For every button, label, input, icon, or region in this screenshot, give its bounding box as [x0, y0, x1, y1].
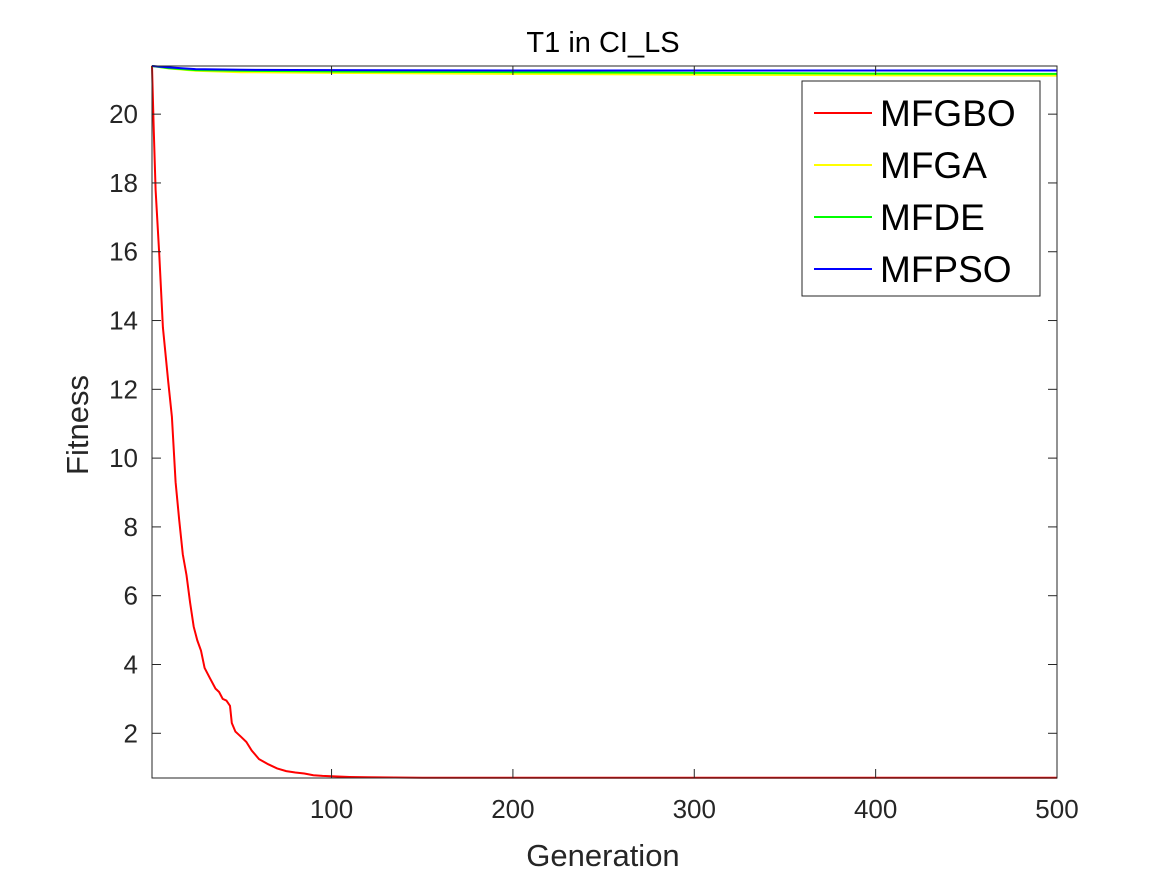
x-tick-label: 300 — [673, 794, 716, 824]
y-tick-label: 18 — [109, 168, 138, 198]
legend: MFGBO MFGA MFDE MFPSO — [801, 80, 1041, 297]
legend-label-mfpso: MFPSO — [880, 249, 1012, 290]
y-tick-label: 20 — [109, 99, 138, 129]
y-tick-label: 12 — [109, 374, 138, 404]
plot-area: 100 200 300 400 500 2 4 6 8 10 12 14 16 18 20 — [109, 65, 1079, 824]
chart-title: T1 in CI_LS — [526, 27, 679, 59]
y-axis-label: Fitness — [60, 375, 95, 475]
y-tick-label: 10 — [109, 443, 138, 473]
y-tick-label: 8 — [124, 512, 138, 542]
y-tick-label: 6 — [124, 581, 138, 611]
legend-label-mfde: MFDE — [880, 197, 985, 238]
y-tick-label: 16 — [109, 237, 138, 267]
y-tick-label: 14 — [109, 306, 138, 336]
legend-label-mfgbo: MFGBO — [880, 93, 1016, 134]
x-tick-label: 500 — [1035, 794, 1078, 824]
x-tick-label: 400 — [854, 794, 897, 824]
y-tick-label: 4 — [124, 649, 138, 679]
y-tick-label: 2 — [124, 718, 138, 748]
series-line-mfpso — [151, 65, 1057, 72]
axes-box — [151, 65, 1058, 779]
legend-box — [801, 80, 1041, 297]
x-axis-label: Generation — [526, 838, 679, 873]
legend-label-mfga: MFGA — [880, 145, 987, 186]
x-tick-label: 200 — [491, 794, 534, 824]
x-tick-label: 100 — [310, 794, 353, 824]
